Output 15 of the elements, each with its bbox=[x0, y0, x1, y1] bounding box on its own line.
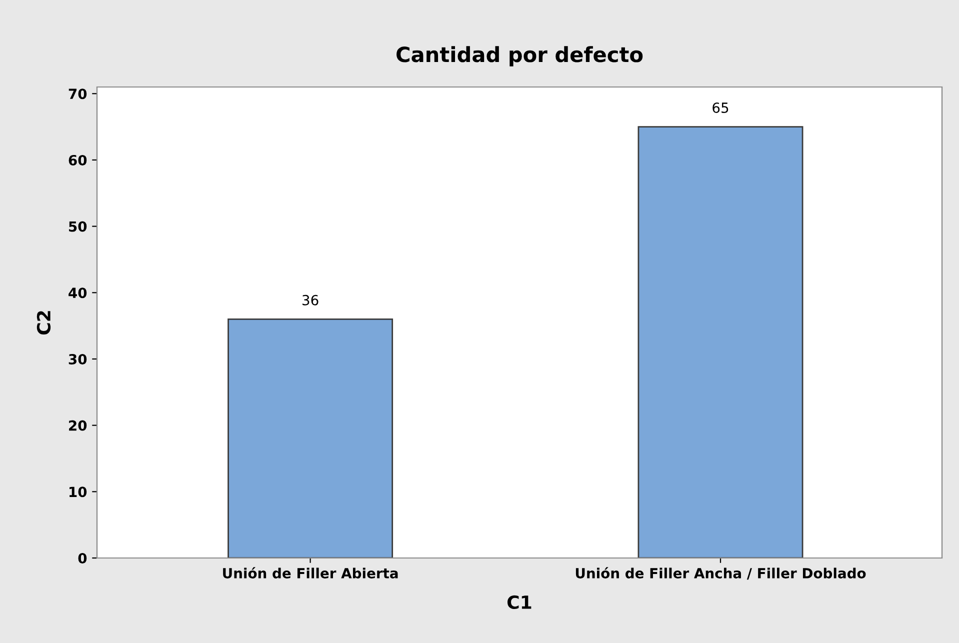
data-label: 36 bbox=[302, 294, 318, 306]
y-tick-label: 30 bbox=[68, 354, 87, 364]
y-tick-label: 50 bbox=[69, 221, 87, 232]
y-axis-title: C2 bbox=[36, 311, 51, 335]
x-axis-title: C1 bbox=[507, 595, 532, 610]
x-tick-label: Unión de Filler Ancha / Filler Doblado bbox=[576, 567, 866, 580]
y-tick-label: 0 bbox=[78, 552, 87, 564]
y-tick-label: 70 bbox=[68, 88, 87, 100]
x-tick-label: Unión de Filler Abierta bbox=[223, 567, 398, 578]
y-tick-label: 20 bbox=[69, 420, 87, 431]
chart-title: Cantidad por defecto bbox=[396, 46, 643, 66]
y-tick-label: 10 bbox=[70, 486, 87, 498]
y-tick-label: 60 bbox=[68, 154, 87, 166]
data-label: 65 bbox=[712, 102, 728, 113]
y-tick-label: 40 bbox=[68, 288, 87, 298]
